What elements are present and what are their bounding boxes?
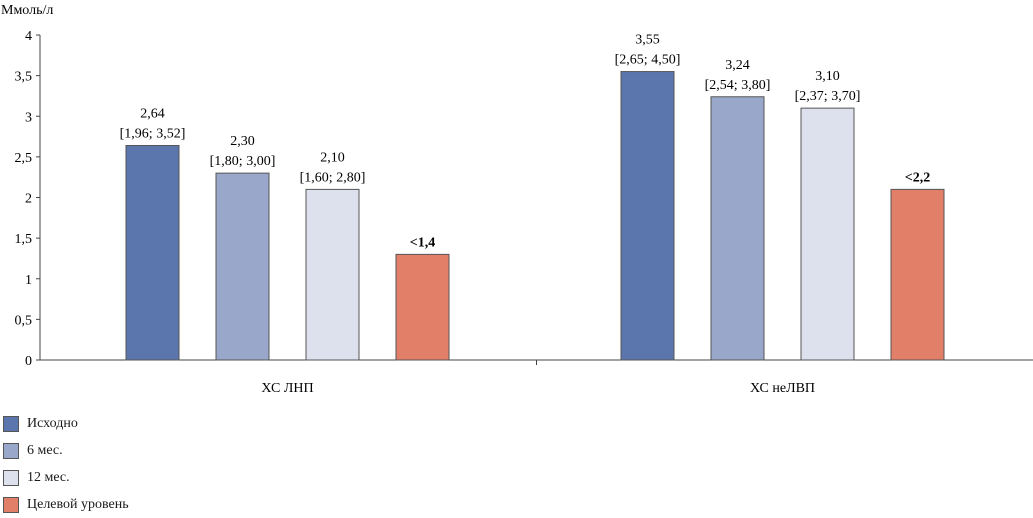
data-label: [2,65; 4,50] bbox=[615, 53, 681, 68]
data-label: 2,30 bbox=[230, 134, 255, 149]
legend-swatch bbox=[3, 469, 19, 486]
y-tick-label: 3 bbox=[25, 110, 32, 125]
data-label: [2,54; 3,80] bbox=[705, 78, 771, 93]
bar bbox=[890, 188, 945, 361]
legend-item: Целевой уровень bbox=[3, 491, 129, 518]
category-label: ХС ЛНП bbox=[261, 381, 313, 396]
legend-item: 6 мес. bbox=[3, 437, 129, 464]
chart: Ммоль/л 0 0,5 1 1,5 2 2,5 3 3,5 4 2,64 [1,96; 3,52]… bbox=[1, 3, 1033, 396]
y-tick-label: 3,5 bbox=[15, 70, 33, 85]
legend-label: 6 мес. bbox=[27, 442, 63, 458]
data-label: [1,96; 3,52] bbox=[120, 127, 186, 142]
bar bbox=[125, 145, 180, 361]
data-label: 2,10 bbox=[320, 150, 345, 165]
y-tick-label: 4 bbox=[25, 29, 32, 44]
legend-label: Исходно bbox=[27, 415, 78, 431]
data-label: <1,4 bbox=[410, 235, 435, 250]
data-label: 3,10 bbox=[815, 69, 840, 84]
data-label: [2,37; 3,70] bbox=[795, 89, 861, 104]
data-label: <2,2 bbox=[905, 170, 930, 185]
legend-swatch bbox=[3, 415, 19, 432]
y-axis-label: Ммоль/л bbox=[1, 3, 53, 18]
data-label: 3,55 bbox=[635, 33, 660, 48]
bar bbox=[215, 172, 270, 361]
bar bbox=[620, 71, 675, 361]
bar bbox=[305, 188, 360, 361]
legend-item: Исходно bbox=[3, 410, 129, 437]
data-label: [1,80; 3,00] bbox=[210, 154, 276, 169]
data-label: 2,64 bbox=[140, 107, 165, 122]
y-tick-label: 2,5 bbox=[15, 151, 33, 166]
legend-label: 12 мес. bbox=[27, 469, 70, 485]
bar bbox=[710, 96, 765, 361]
y-tick-label: 0,5 bbox=[15, 313, 33, 328]
y-tick-label: 1,5 bbox=[15, 232, 33, 247]
bar bbox=[800, 107, 855, 361]
y-tick-label: 0 bbox=[25, 354, 32, 369]
y-tick-label: 2 bbox=[25, 192, 32, 207]
legend: Исходно 6 мес. 12 мес. Целевой уровень bbox=[3, 410, 129, 518]
legend-swatch bbox=[3, 496, 19, 513]
legend-label: Целевой уровень bbox=[27, 496, 129, 512]
bar bbox=[395, 253, 450, 361]
category-label: ХС неЛВП bbox=[750, 381, 815, 396]
legend-swatch bbox=[3, 442, 19, 459]
data-label: 3,24 bbox=[725, 58, 750, 73]
data-label: [1,60; 2,80] bbox=[300, 170, 366, 185]
legend-item: 12 мес. bbox=[3, 464, 129, 491]
y-tick-label: 1 bbox=[25, 273, 32, 288]
